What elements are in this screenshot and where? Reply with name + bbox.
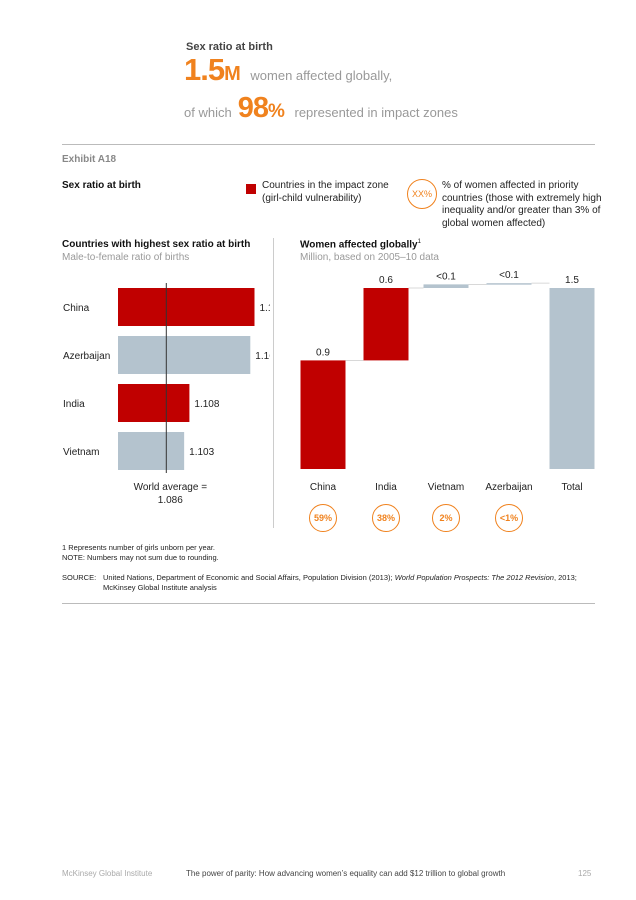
big-unit: M bbox=[224, 63, 241, 85]
waterfall-bar bbox=[423, 284, 469, 288]
legend-impact-label: Countries in the impact zone (girl-child… bbox=[262, 180, 389, 204]
right-chart-title: Women affected globally1 bbox=[300, 239, 421, 250]
waterfall-chart: 0.9 China 0.6 India <0.1 Vietnam <0.1 Azerbaija… bbox=[300, 270, 595, 493]
source-post: , 2013; bbox=[553, 573, 577, 582]
header-title: Sex ratio at birth bbox=[186, 41, 273, 53]
footnote-1: 1 Represents number of girls unborn per … bbox=[62, 543, 215, 552]
right-chart-title-sup: 1 bbox=[417, 239, 421, 245]
waterfall-value-label: 0.9 bbox=[316, 347, 330, 358]
chart-title: Sex ratio at birth bbox=[62, 180, 141, 191]
waterfall-category-label: China bbox=[310, 482, 337, 493]
left-value-label: 1.166 bbox=[255, 351, 270, 362]
panel-divider bbox=[273, 238, 274, 528]
bottom-rule bbox=[62, 603, 595, 604]
right-chart-title-text: Women affected globally bbox=[300, 239, 418, 251]
waterfall-bar bbox=[300, 360, 346, 469]
top-rule bbox=[62, 144, 595, 145]
waterfall-value-label: 1.5 bbox=[565, 275, 579, 286]
share-circle: 59% bbox=[309, 504, 337, 532]
footer-publisher: McKinsey Global Institute bbox=[62, 869, 153, 878]
source-italic: World Population Prospects: The 2012 Rev… bbox=[394, 573, 554, 582]
waterfall-value-label: <0.1 bbox=[436, 271, 456, 282]
left-category-label: Azerbaijan bbox=[63, 351, 110, 362]
left-chart-subtitle: Male-to-female ratio of births bbox=[62, 252, 190, 263]
header-line-2-prefix: of which bbox=[184, 105, 232, 120]
pct-unit: % bbox=[267, 101, 285, 122]
waterfall-bar bbox=[549, 288, 595, 469]
legend-circle: XX% bbox=[407, 179, 437, 209]
left-bar bbox=[118, 384, 190, 422]
footnote-note: NOTE: Numbers may not sum due to roundin… bbox=[62, 553, 219, 562]
left-bar-chart: China 1.170 Azerbaijan 1.166 India 1.108 Vietn… bbox=[63, 283, 271, 506]
right-chart-subtitle: Million, based on 2005–10 data bbox=[300, 252, 439, 263]
waterfall-category-label: Vietnam bbox=[428, 482, 465, 493]
share-circle: 38% bbox=[372, 504, 400, 532]
left-value-label: 1.108 bbox=[194, 399, 219, 410]
source-pre: United Nations, Department of Economic a… bbox=[103, 573, 395, 582]
left-chart-title: Countries with highest sex ratio at birt… bbox=[62, 239, 251, 250]
source-label: SOURCE: bbox=[62, 573, 97, 582]
left-bar bbox=[118, 288, 255, 326]
waterfall-value-label: <0.1 bbox=[499, 270, 519, 281]
left-category-label: India bbox=[63, 399, 85, 410]
source-line-1: United Nations, Department of Economic a… bbox=[103, 573, 577, 583]
exhibit-label: Exhibit A18 bbox=[62, 154, 117, 165]
left-value-label: 1.103 bbox=[189, 447, 214, 458]
footer-report-title: The power of parity: How advancing women… bbox=[186, 869, 506, 878]
left-value-label: 1.170 bbox=[260, 303, 271, 314]
left-bar bbox=[118, 432, 185, 470]
waterfall-category-label: Azerbaijan bbox=[485, 482, 532, 493]
legend-circle-desc: % of women affected in priority countrie… bbox=[442, 180, 602, 229]
header-line-1-text: women affected globally, bbox=[250, 68, 393, 83]
source-line-2: McKinsey Global Institute analysis bbox=[103, 583, 217, 592]
waterfall-value-label: 0.6 bbox=[379, 275, 393, 286]
header-line-2-text: represented in impact zones bbox=[294, 105, 458, 120]
share-circle: 2% bbox=[432, 504, 460, 532]
waterfall-category-label: India bbox=[375, 482, 397, 493]
pct-value: 98 bbox=[237, 92, 269, 124]
left-bar bbox=[118, 336, 251, 374]
left-category-label: Vietnam bbox=[63, 447, 100, 458]
header-line-1: 1.5M women affected globally, bbox=[184, 52, 392, 88]
legend-impact-swatch bbox=[246, 184, 256, 194]
footer-page-number: 125 bbox=[578, 869, 592, 878]
left-category-label: China bbox=[63, 303, 90, 314]
waterfall-bar bbox=[363, 288, 409, 361]
share-circle: <1% bbox=[495, 504, 523, 532]
header-line-2: of which 98% represented in impact zones bbox=[184, 92, 458, 125]
waterfall-category-label: Total bbox=[561, 482, 582, 493]
world-average-value: 1.086 bbox=[158, 495, 183, 506]
big-value: 1.5 bbox=[184, 52, 225, 87]
world-average-label: World average = bbox=[134, 482, 208, 493]
waterfall-bar bbox=[486, 283, 532, 285]
